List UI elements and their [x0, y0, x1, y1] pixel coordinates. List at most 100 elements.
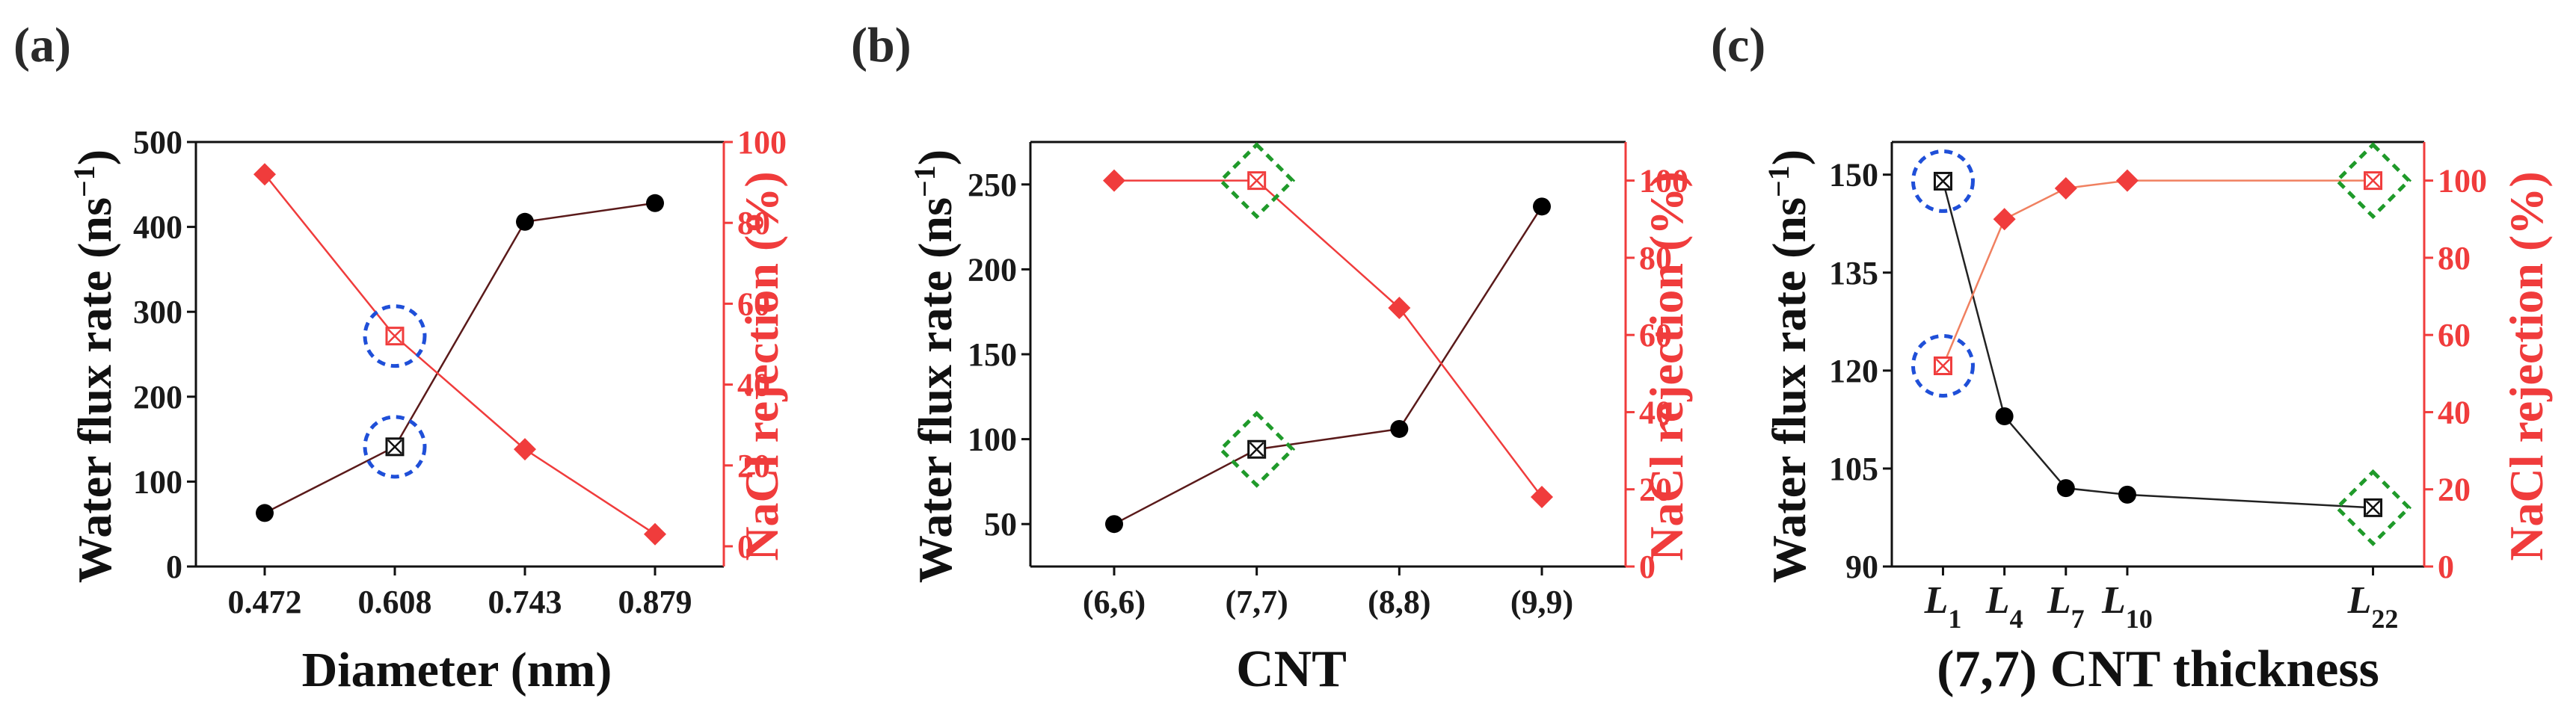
- y-tick-label-right: 60: [737, 285, 770, 322]
- data-point-nacl-rejection: [644, 522, 666, 546]
- x-tick-label: (7,7): [1226, 584, 1288, 620]
- y-tick-label-left: 250: [968, 167, 1017, 203]
- plot-area-c: 90 105 120 135 150 0 20 40 60 80 100 L1 L4 L7 L10 L22: [1829, 141, 2487, 634]
- y-axis-label-right-c: NaCl rejection (%): [2500, 171, 2553, 561]
- y-tick-label-left: 200: [133, 379, 182, 416]
- x-axis-label-b: CNT: [1236, 640, 1347, 698]
- data-point-water-flux: [516, 212, 534, 231]
- data-point-nacl-rejection: [1103, 169, 1125, 192]
- data-point-nacl-rejection-cross: [2365, 173, 2381, 188]
- y-axis-label-right-a: NaCl rejection (%): [735, 171, 788, 561]
- highlight-diamond: [2334, 469, 2412, 546]
- y-axis-label-left-a: Water flux rate (ns−1): [67, 149, 122, 583]
- x-axis-label-c: (7,7) CNT thickness: [1937, 640, 2379, 698]
- x-tick-label: L22: [2347, 579, 2399, 634]
- data-point-nacl-rejection: [1388, 297, 1411, 320]
- series-line-water-flux: [1113, 206, 1543, 525]
- y-tick-label-right: 0: [2438, 549, 2454, 585]
- x-tick-label: (8,8): [1368, 584, 1430, 620]
- panel-a: (a) Water flux rate (ns−1) NaCl rejectio…: [13, 18, 788, 697]
- panel-label-c: (c): [1711, 18, 1765, 72]
- y-tick-label-left: 120: [1829, 353, 1878, 389]
- x-tick-label: L1: [1924, 579, 1962, 634]
- highlight-diamond: [2334, 142, 2412, 220]
- data-point-nacl-rejection: [2054, 176, 2077, 200]
- x-tick-label: 0.743: [488, 584, 562, 620]
- y-tick-label-left: 150: [1829, 157, 1878, 194]
- y-tick-label-right: 20: [1639, 472, 1672, 508]
- y-tick-label-right: 100: [2438, 163, 2487, 200]
- data-point-water-flux: [1533, 197, 1551, 216]
- highlight-circle: [1911, 149, 1975, 213]
- y-tick-label-left: 400: [133, 209, 182, 246]
- x-tick-label: (6,6): [1083, 584, 1146, 620]
- highlight-diamond: [1218, 410, 1296, 488]
- panel-label-a: (a): [13, 18, 71, 72]
- y-tick-label-right: 100: [1639, 163, 1688, 200]
- y-tick-label-right: 20: [2438, 472, 2471, 508]
- y-axis-label-left-c: Water flux rate (ns−1): [1762, 149, 1816, 583]
- y-tick-label-right: 20: [737, 448, 770, 484]
- y-tick-label-left: 50: [984, 506, 1017, 543]
- y-tick-label-left: 0: [166, 549, 182, 585]
- highlight-diamond: [1218, 142, 1296, 220]
- y-tick-label-right: 80: [1639, 240, 1672, 277]
- data-point-water-flux-cross: [1935, 173, 1951, 189]
- x-tick-label: 0.608: [358, 584, 432, 620]
- data-point-nacl-rejection: [2115, 169, 2139, 192]
- series-line-water-flux: [264, 202, 656, 514]
- data-point-nacl-rejection: [253, 163, 276, 186]
- data-point-nacl-rejection: [1531, 486, 1553, 509]
- data-point-water-flux: [2056, 479, 2075, 498]
- panel-label-b: (b): [851, 18, 912, 72]
- y-tick-label-right: 60: [1639, 317, 1672, 354]
- x-axis-label-a: Diameter (nm): [302, 643, 612, 697]
- series-line-water-flux: [1942, 181, 2373, 509]
- y-tick-label-left: 300: [133, 294, 182, 330]
- data-point-water-flux-cross: [1249, 442, 1264, 457]
- data-point-nacl-rejection-cross: [1935, 358, 1951, 374]
- highlight-circle: [1911, 333, 1975, 398]
- x-tick-label: L7: [2047, 579, 2085, 634]
- y-tick-label-left: 135: [1829, 255, 1878, 291]
- y-tick-label-left: 100: [968, 422, 1017, 458]
- data-point-nacl-rejection-cross: [387, 328, 402, 344]
- series-line-nacl-rejection: [1942, 179, 2373, 366]
- highlight-circle: [363, 304, 427, 368]
- x-tick-label: (9,9): [1510, 584, 1573, 620]
- data-point-water-flux: [256, 504, 274, 522]
- y-tick-label-left: 200: [968, 251, 1017, 288]
- highlight-circle: [363, 415, 427, 479]
- plot-area-b: 50 100 150 200 250 0 20 40 60 80 100 (6,6) (7,7) (8,8…: [968, 141, 1688, 620]
- panel-c: (c) Water flux rate (ns−1) NaCl rejectio…: [1711, 18, 2553, 698]
- plot-area-a: 0 100 200 300 400 500 0 20 40 60 80 100 0.472 0.608 0.…: [133, 124, 787, 620]
- data-point-nacl-rejection: [514, 438, 536, 461]
- data-point-water-flux: [1995, 407, 2014, 426]
- y-tick-label-right: 0: [737, 528, 754, 565]
- x-tick-label: 0.879: [618, 584, 692, 620]
- data-point-water-flux: [2118, 485, 2136, 504]
- data-point-nacl-rejection: [1993, 208, 2016, 231]
- panel-b: (b) Water flux rate (ns−1) NaCl rejectio…: [851, 18, 1693, 698]
- x-tick-label: L4: [1985, 579, 2023, 634]
- data-point-water-flux: [1390, 419, 1409, 438]
- x-tick-label: 0.472: [228, 584, 302, 620]
- data-point-nacl-rejection-cross: [1249, 173, 1264, 188]
- x-tick-label: L10: [2101, 579, 2153, 634]
- data-point-water-flux-cross: [2365, 500, 2381, 516]
- data-point-water-flux-cross: [387, 439, 402, 454]
- y-tick-label-left: 500: [133, 124, 182, 161]
- y-tick-label-right: 40: [2438, 394, 2471, 430]
- y-tick-label-left: 150: [968, 336, 1017, 373]
- y-tick-label-left: 90: [1845, 549, 1878, 585]
- y-tick-label-right: 40: [737, 367, 770, 404]
- y-tick-label-right: 60: [2438, 317, 2471, 354]
- y-tick-label-right: 80: [2438, 240, 2471, 277]
- y-tick-label-right: 40: [1639, 394, 1672, 430]
- data-point-water-flux: [646, 194, 664, 212]
- series-line-nacl-rejection: [1114, 179, 1543, 498]
- series-line-nacl-rejection: [264, 173, 656, 535]
- data-point-water-flux: [1105, 515, 1123, 534]
- y-tick-label-left: 105: [1829, 451, 1878, 487]
